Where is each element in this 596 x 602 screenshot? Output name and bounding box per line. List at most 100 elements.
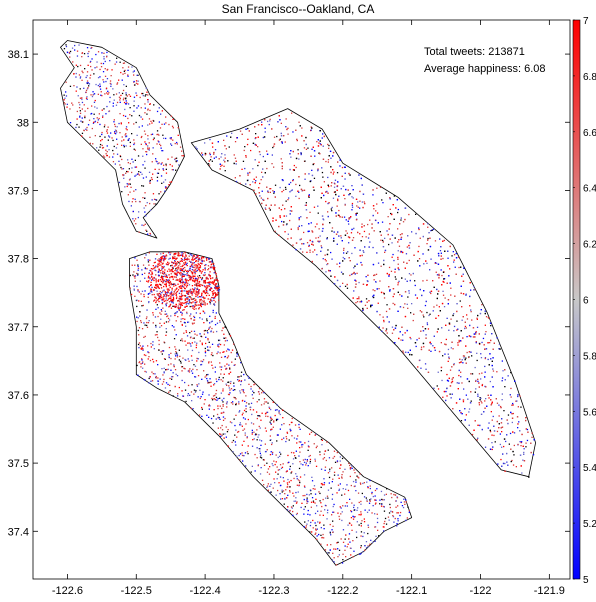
tweet-point bbox=[336, 461, 339, 463]
tweet-point bbox=[372, 246, 374, 249]
tweet-point bbox=[80, 120, 82, 122]
tweet-point bbox=[127, 194, 129, 196]
tweet-point bbox=[398, 280, 400, 283]
tweet-point bbox=[290, 451, 293, 454]
tweet-point bbox=[174, 358, 176, 360]
tweet-point bbox=[103, 52, 105, 54]
tweet-point bbox=[296, 139, 298, 142]
tweet-point bbox=[305, 204, 307, 206]
tweet-point bbox=[333, 471, 336, 473]
tweet-point bbox=[191, 271, 194, 273]
tweet-point bbox=[151, 380, 154, 382]
tweet-point bbox=[189, 275, 192, 277]
tweet-point bbox=[139, 201, 141, 203]
tweet-point bbox=[373, 294, 375, 296]
tweet-point bbox=[166, 186, 168, 188]
tweet-point bbox=[159, 143, 161, 145]
tweet-point bbox=[245, 411, 247, 413]
tweet-point bbox=[292, 514, 294, 516]
tweet-point bbox=[189, 279, 191, 281]
tweet-point bbox=[221, 329, 223, 332]
tweet-point bbox=[188, 371, 191, 373]
tweet-point bbox=[125, 92, 127, 94]
tweet-point bbox=[410, 274, 412, 276]
tweet-point bbox=[157, 383, 159, 385]
tweet-point bbox=[351, 465, 353, 467]
tweet-point bbox=[181, 304, 183, 306]
tweet-point bbox=[308, 230, 310, 232]
tweet-point bbox=[213, 153, 215, 155]
tweet-point bbox=[199, 299, 201, 301]
tweet-point bbox=[227, 355, 230, 357]
tweet-point bbox=[126, 95, 128, 97]
tweet-point bbox=[239, 175, 241, 177]
tweet-point bbox=[287, 483, 289, 486]
tweet-point bbox=[129, 162, 131, 165]
tweet-point bbox=[148, 286, 150, 288]
tweet-point bbox=[116, 131, 118, 133]
tweet-point bbox=[137, 289, 139, 291]
tweet-point bbox=[172, 376, 174, 378]
tweet-point bbox=[203, 333, 205, 335]
tweet-point bbox=[328, 457, 331, 459]
tweet-point bbox=[158, 274, 160, 277]
tweet-point bbox=[364, 304, 367, 306]
tweet-point bbox=[372, 263, 375, 266]
tweet-point bbox=[341, 511, 343, 513]
tweet-point bbox=[476, 352, 478, 354]
tweet-point bbox=[419, 359, 421, 361]
tweet-point bbox=[228, 373, 230, 375]
tweet-point bbox=[342, 488, 344, 490]
tweet-point bbox=[270, 423, 272, 425]
tweet-point bbox=[284, 493, 286, 495]
tweet-point bbox=[430, 292, 432, 295]
tweet-point bbox=[421, 311, 423, 313]
tweet-point bbox=[465, 294, 467, 296]
tweet-point bbox=[193, 271, 195, 273]
tweet-point bbox=[158, 193, 160, 195]
tweet-point bbox=[197, 256, 199, 258]
tweet-point bbox=[424, 304, 427, 307]
tweet-point bbox=[481, 341, 483, 344]
tweet-point bbox=[141, 346, 143, 349]
tweet-point bbox=[157, 172, 160, 174]
tweet-point bbox=[152, 173, 154, 175]
tweet-point bbox=[231, 441, 233, 443]
tweet-point bbox=[140, 366, 142, 368]
tweet-point bbox=[281, 165, 283, 167]
tweet-point bbox=[303, 461, 306, 463]
tweet-point bbox=[390, 212, 392, 215]
tweet-point bbox=[346, 546, 348, 548]
tweet-point bbox=[151, 276, 153, 278]
tweet-point bbox=[438, 255, 440, 257]
tweet-point bbox=[162, 270, 164, 273]
tweet-point bbox=[125, 172, 127, 174]
tweet-point bbox=[156, 130, 159, 132]
tweet-point bbox=[356, 205, 358, 207]
tweet-point bbox=[143, 207, 145, 209]
tweet-point bbox=[282, 477, 284, 479]
tweet-point bbox=[207, 163, 210, 165]
tweet-point bbox=[470, 400, 472, 402]
tweet-point bbox=[208, 274, 210, 277]
tweet-point bbox=[165, 163, 167, 165]
tweet-point bbox=[297, 153, 299, 155]
tweet-point bbox=[205, 336, 207, 338]
tweet-point bbox=[99, 86, 101, 88]
tweet-point bbox=[335, 548, 337, 550]
tweet-point bbox=[383, 263, 385, 266]
tweet-point bbox=[301, 444, 303, 446]
tweet-point bbox=[471, 319, 473, 321]
tweet-point bbox=[194, 365, 197, 367]
tweet-point bbox=[224, 154, 226, 156]
tweet-point bbox=[341, 457, 344, 460]
tweet-point bbox=[501, 465, 503, 467]
tweet-point bbox=[84, 110, 86, 112]
tweet-point bbox=[292, 510, 294, 513]
tweet-point bbox=[256, 447, 258, 449]
tweet-point bbox=[165, 284, 167, 287]
tweet-point bbox=[195, 266, 197, 268]
tweet-point bbox=[299, 184, 301, 187]
tweet-point bbox=[368, 246, 370, 248]
tweet-point bbox=[381, 498, 383, 501]
